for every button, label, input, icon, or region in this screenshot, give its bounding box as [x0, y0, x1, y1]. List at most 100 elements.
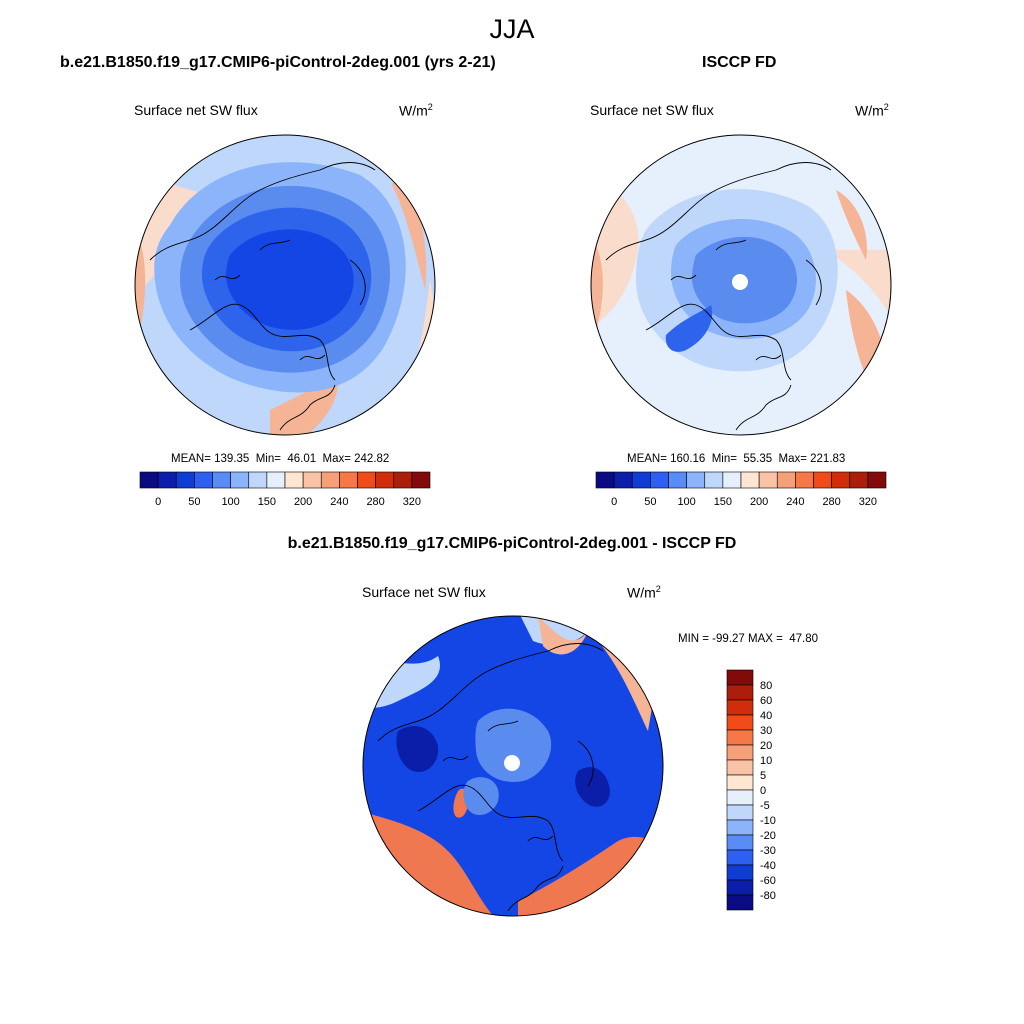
colorbar-box	[726, 834, 754, 851]
colorbar-box	[595, 471, 615, 489]
colorbar-box	[831, 471, 851, 489]
colorbar-tick-label: -5	[760, 800, 770, 812]
obs-stats: MEAN= 160.16 Min= 55.35 Max= 221.83	[627, 453, 846, 465]
colorbar-box	[726, 669, 754, 686]
diff-panel-title: b.e21.B1850.f19_g17.CMIP6-piControl-2deg…	[287, 535, 737, 552]
colorbar-box	[175, 471, 195, 489]
colorbar-tick-label: 280	[822, 496, 840, 508]
colorbar-box	[726, 759, 754, 776]
model-variable-label: Surface net SW flux	[134, 102, 258, 118]
diff-colorbar: 80 60 40 30 20 10 5 0 -5 -10 -20 -30 -40 -60 -80	[726, 669, 776, 911]
colorbar-box	[284, 471, 304, 489]
colorbar-tick-label: 5	[760, 770, 766, 782]
colorbar-box	[650, 471, 669, 489]
colorbar-box	[722, 471, 742, 489]
colorbar-tick-label: 240	[330, 496, 348, 508]
colorbar-tick-label: -40	[760, 860, 776, 872]
colorbar-tick-label: -60	[760, 875, 776, 887]
colorbar-tick-label: 280	[366, 496, 384, 508]
colorbar-tick-label: 0	[760, 785, 766, 797]
colorbar-tick-label: 320	[859, 496, 877, 508]
colorbar-box	[726, 744, 754, 761]
diff-units-label: W/m2	[627, 584, 661, 601]
colorbar-box	[302, 471, 322, 489]
colorbar-box	[357, 471, 376, 489]
colorbar-box	[726, 894, 754, 911]
diff-pale-region	[363, 616, 663, 751]
diff-warm-pale-region	[538, 616, 658, 731]
colorbar-tick-label: -10	[760, 815, 776, 827]
diff-warm-region	[363, 788, 663, 916]
colorbar-box	[375, 471, 395, 489]
colorbar-box	[726, 699, 754, 716]
colorbar-box	[758, 471, 778, 489]
colorbar-tick-label: 50	[188, 496, 200, 508]
colorbar-tick-label: 240	[786, 496, 804, 508]
model-colorbar-boxes	[139, 471, 431, 489]
season-title: JJA	[489, 14, 535, 44]
colorbar-tick-label: 40	[760, 710, 772, 722]
colorbar-tick-label: 30	[760, 725, 772, 737]
model-panel-title: b.e21.B1850.f19_g17.CMIP6-piControl-2deg…	[60, 54, 496, 71]
colorbar-box	[795, 471, 814, 489]
colorbar-tick-label: 50	[644, 496, 656, 508]
colorbar-tick-label: -20	[760, 830, 776, 842]
colorbar-tick-label: 150	[258, 496, 276, 508]
colorbar-tick-label: 200	[294, 496, 312, 508]
model-units-label: W/m2	[399, 102, 433, 119]
colorbar-box	[266, 471, 286, 489]
colorbar-box	[726, 849, 754, 866]
model-colorbar: 0 50 100 150 200 240 280 320	[139, 471, 431, 508]
colorbar-tick-label: 0	[611, 496, 617, 508]
colorbar-box	[726, 714, 754, 731]
colorbar-box	[776, 471, 796, 489]
colorbar-box	[726, 684, 754, 701]
colorbar-box	[393, 471, 413, 489]
colorbar-box	[248, 471, 268, 489]
colorbar-box	[339, 471, 358, 489]
colorbar-tick-label: 60	[760, 695, 772, 707]
colorbar-box	[726, 879, 754, 896]
colorbar-box	[867, 471, 887, 489]
obs-polar-gap	[732, 274, 748, 290]
diff-colorbar-boxes	[726, 669, 754, 911]
diff-coastlines	[377, 643, 604, 912]
colorbar-box	[668, 471, 687, 489]
colorbar-tick-label: -80	[760, 890, 776, 902]
colorbar-tick-label: 100	[221, 496, 239, 508]
colorbar-box	[194, 471, 213, 489]
diff-stats: MIN = -99.27 MAX = 47.80	[678, 633, 818, 645]
model-stats: MEAN= 139.35 Min= 46.01 Max= 242.82	[171, 453, 390, 465]
obs-deep-band	[665, 305, 713, 352]
colorbar-box	[230, 471, 250, 489]
obs-units-label: W/m2	[855, 102, 889, 119]
colorbar-box	[726, 819, 754, 836]
obs-panel-title: ISCCP FD	[702, 54, 777, 71]
obs-coastlines	[605, 162, 832, 431]
colorbar-box	[726, 804, 754, 821]
diff-polar-gap	[504, 755, 520, 771]
colorbar-box	[631, 471, 651, 489]
colorbar-tick-label: 20	[760, 740, 772, 752]
obs-colorbar-labels: 0 50 100 150 200 240 280 320	[611, 496, 877, 508]
colorbar-box	[726, 774, 754, 791]
diff-colorbar-labels: 80 60 40 30 20 10 5 0 -5 -10 -20 -30 -40 -60 -80	[760, 680, 776, 902]
colorbar-box	[726, 864, 754, 881]
colorbar-box	[411, 471, 431, 489]
colorbar-box	[157, 471, 177, 489]
colorbar-tick-label: 10	[760, 755, 772, 767]
colorbar-box	[686, 471, 706, 489]
colorbar-tick-label: 200	[750, 496, 768, 508]
model-center-band	[225, 229, 354, 330]
diff-polar-map	[362, 615, 664, 917]
obs-colorbar-boxes	[595, 471, 887, 489]
model-polar-map	[134, 134, 436, 436]
colorbar-box	[813, 471, 832, 489]
model-coastlines	[149, 162, 376, 431]
colorbar-tick-label: -30	[760, 845, 776, 857]
colorbar-box	[740, 471, 760, 489]
colorbar-tick-label: 100	[677, 496, 695, 508]
colorbar-box	[726, 789, 754, 806]
colorbar-box	[704, 471, 724, 489]
colorbar-box	[726, 729, 754, 746]
